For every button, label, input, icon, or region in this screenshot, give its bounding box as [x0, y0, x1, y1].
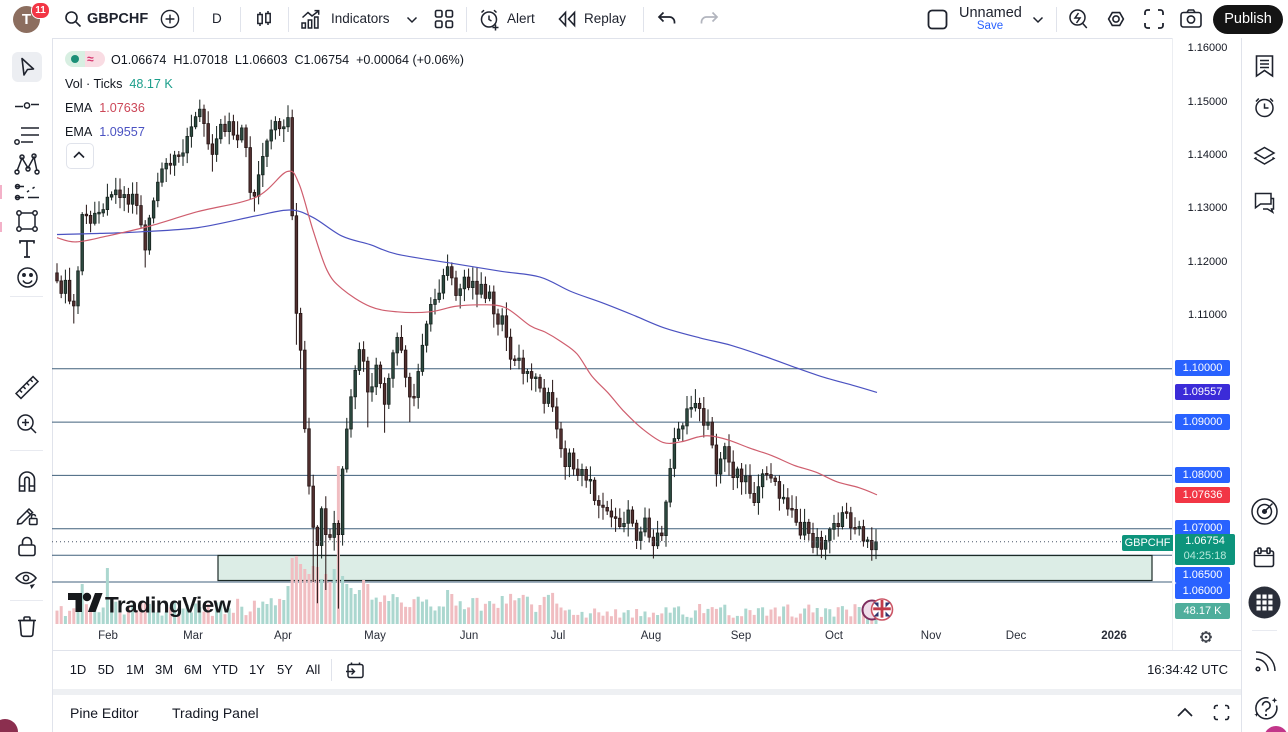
svg-text:Mar: Mar: [183, 630, 203, 642]
svg-text:Jul: Jul: [551, 630, 566, 642]
svg-text:Jun: Jun: [460, 630, 479, 642]
svg-text:Oct: Oct: [825, 630, 844, 642]
svg-text:2026: 2026: [1101, 630, 1127, 642]
svg-text:Sep: Sep: [731, 630, 751, 642]
svg-text:Nov: Nov: [921, 630, 942, 642]
svg-text:Dec: Dec: [1006, 630, 1027, 642]
svg-text:May: May: [364, 630, 386, 642]
svg-text:Apr: Apr: [274, 630, 292, 642]
svg-text:TradingView: TradingView: [105, 593, 232, 618]
svg-text:Aug: Aug: [641, 630, 661, 642]
svg-text:Feb: Feb: [98, 630, 118, 642]
